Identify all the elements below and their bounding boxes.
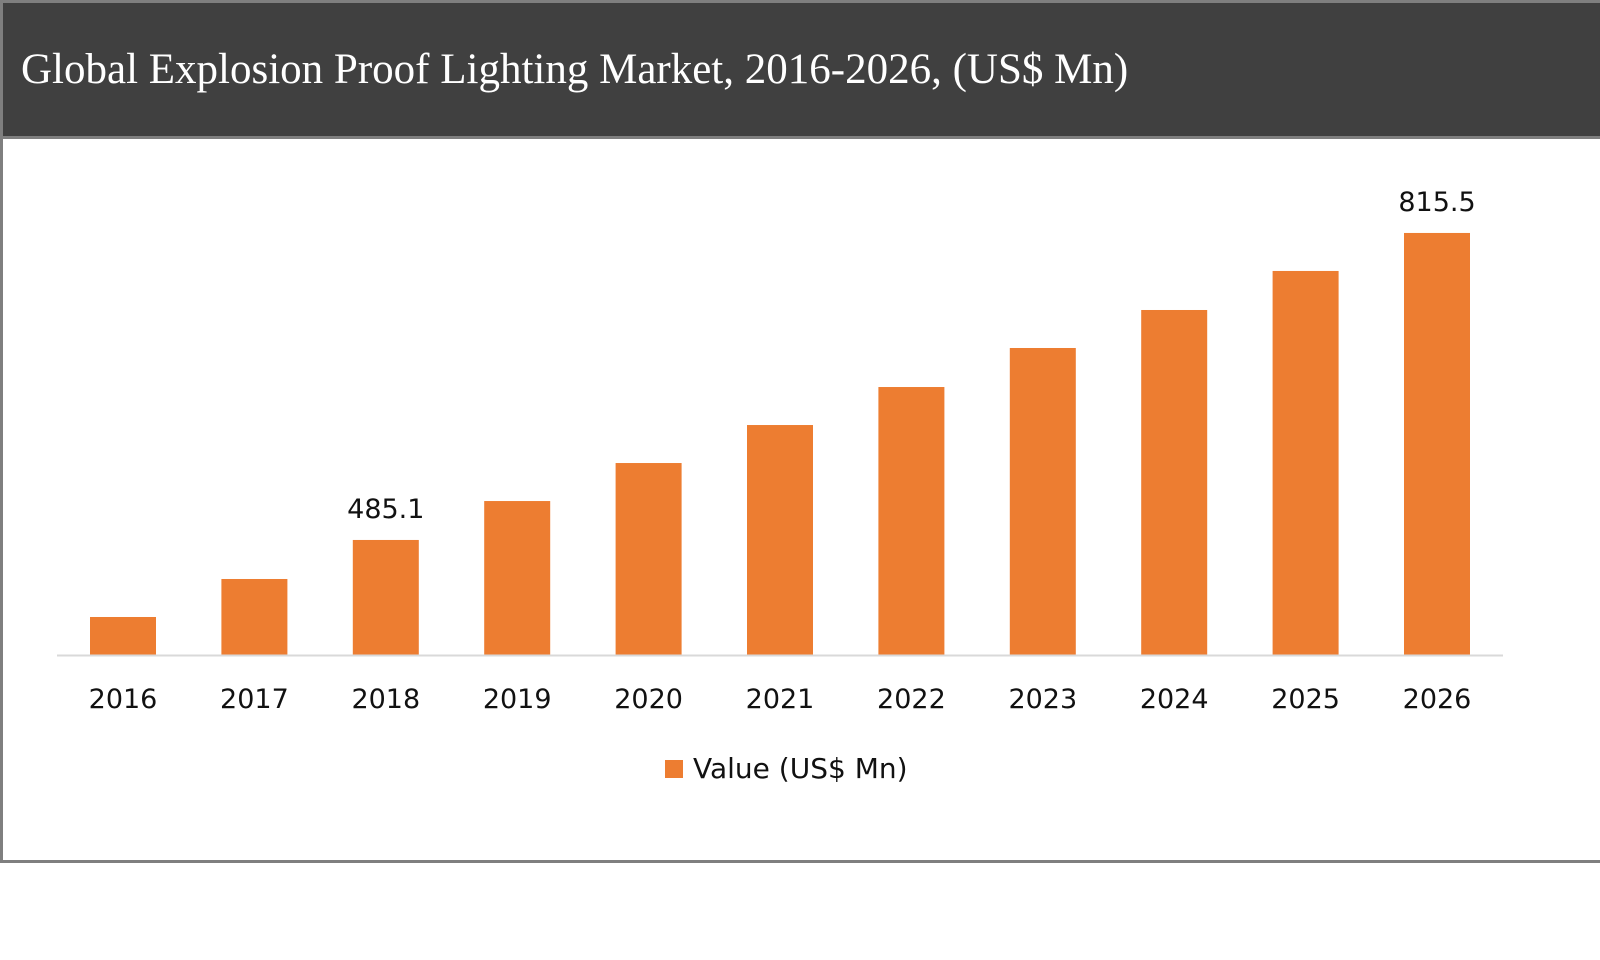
x-tick-label: 2018 (351, 684, 420, 715)
bar-2024 (1141, 309, 1208, 655)
x-tick-label: 2017 (220, 684, 289, 715)
x-tick-label: 2026 (1403, 684, 1472, 715)
x-tick-label: 2025 (1271, 684, 1340, 715)
bar-2017 (221, 578, 288, 655)
x-tick-label: 2019 (483, 684, 552, 715)
x-tick-label: 2024 (1140, 684, 1209, 715)
x-tick-label: 2021 (746, 684, 815, 715)
data-label: 815.5 (1398, 187, 1475, 218)
bar-2025 (1272, 270, 1339, 655)
chart-title: Global Explosion Proof Lighting Market, … (21, 46, 1129, 93)
legend-label: Value (US$ Mn) (693, 752, 908, 785)
data-label: 485.1 (347, 494, 424, 525)
x-tick-label: 2023 (1008, 684, 1077, 715)
bar-2018 (352, 539, 419, 655)
bar-2022 (878, 387, 945, 655)
legend: Value (US$ Mn) (665, 752, 908, 785)
x-tick-label: 2016 (89, 684, 158, 715)
bar-2021 (747, 425, 813, 655)
bar-2020 (615, 463, 682, 655)
bar-2023 (1009, 347, 1076, 655)
title-bar: Global Explosion Proof Lighting Market, … (3, 3, 1600, 139)
legend-swatch (665, 759, 683, 778)
x-tick-label: 2022 (877, 684, 946, 715)
x-tick-label: 2020 (614, 684, 683, 715)
bar-2019 (484, 501, 551, 655)
bar-2016 (90, 616, 156, 655)
bar-2026 (1404, 232, 1470, 656)
